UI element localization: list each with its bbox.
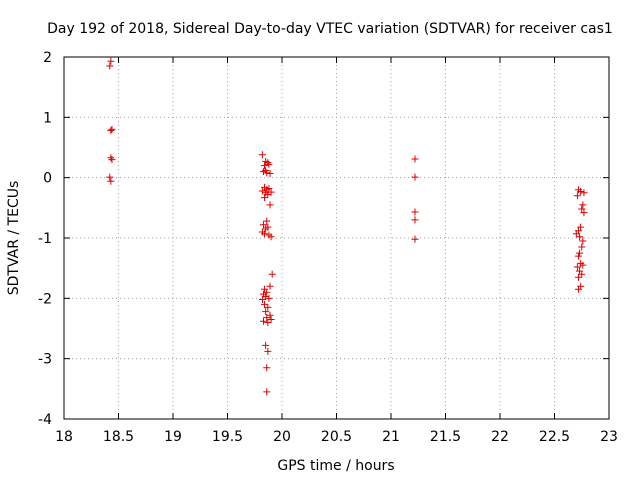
- data-point: [576, 233, 584, 241]
- data-point: [261, 162, 269, 170]
- data-point: [263, 169, 271, 177]
- data-point: [259, 317, 267, 325]
- data-point: [262, 308, 270, 316]
- data-point: [108, 156, 116, 164]
- data-point: [106, 173, 114, 181]
- data-point: [258, 187, 266, 195]
- y-tick-label: -4: [38, 412, 52, 428]
- data-point: [573, 263, 581, 271]
- data-point: [264, 223, 272, 231]
- grid: [64, 57, 609, 419]
- axis-ticks: 18 18.5 19 19.5 20 20.5 21 21.5 22 22.5 23-4-3-2-1…: [38, 50, 618, 445]
- data-point: [574, 285, 582, 293]
- data-point: [572, 230, 580, 238]
- data-point: [574, 252, 582, 260]
- data-point: [577, 223, 585, 231]
- data-point: [264, 347, 272, 355]
- data-point: [573, 192, 581, 200]
- data-point: [108, 125, 116, 133]
- data-point: [265, 185, 273, 193]
- data-point: [578, 270, 586, 278]
- y-tick-label: -3: [38, 352, 52, 368]
- data-point: [411, 216, 419, 224]
- y-tick-label: 0: [43, 171, 52, 187]
- data-point: [579, 261, 587, 269]
- data-point: [265, 160, 273, 168]
- data-point: [262, 293, 270, 301]
- data-point: [266, 282, 274, 290]
- data-point: [266, 169, 274, 177]
- data-points: [106, 57, 588, 396]
- data-point: [574, 273, 582, 281]
- data-point: [263, 217, 271, 225]
- x-tick-label: 20: [273, 429, 291, 445]
- data-point: [261, 194, 269, 202]
- data-point: [264, 303, 272, 311]
- data-point: [264, 159, 272, 167]
- data-point: [411, 235, 419, 243]
- data-point: [411, 155, 419, 163]
- data-point: [263, 288, 271, 296]
- x-tick-label: 19.5: [212, 429, 243, 445]
- data-point: [259, 168, 267, 176]
- data-point: [263, 314, 271, 322]
- x-tick-label: 18.5: [103, 429, 134, 445]
- y-tick-label: -1: [38, 231, 52, 247]
- data-point: [266, 201, 274, 209]
- y-tick-label: 2: [43, 50, 52, 66]
- data-point: [579, 237, 587, 245]
- data-point: [267, 188, 275, 196]
- data-point: [578, 243, 586, 251]
- data-point: [107, 177, 115, 185]
- data-point: [577, 188, 585, 196]
- data-point: [580, 209, 588, 217]
- data-point: [263, 388, 271, 396]
- data-point: [261, 300, 269, 308]
- y-axis-label: SDTVAR / TECUs: [6, 181, 22, 296]
- data-point: [411, 173, 419, 181]
- y-tick-label: -2: [38, 291, 52, 307]
- x-tick-label: 21: [382, 429, 400, 445]
- x-tick-label: 18: [55, 429, 73, 445]
- data-point: [107, 154, 115, 162]
- x-tick-label: 22.5: [539, 429, 570, 445]
- data-point: [263, 364, 271, 372]
- data-point: [267, 315, 275, 323]
- data-point: [264, 318, 272, 326]
- data-point: [580, 189, 588, 197]
- data-point: [268, 270, 276, 278]
- data-point: [267, 233, 275, 241]
- data-point: [578, 205, 586, 213]
- data-point: [107, 57, 115, 65]
- data-point: [258, 151, 266, 159]
- x-tick-label: 20.5: [321, 429, 352, 445]
- x-tick-label: 23: [600, 429, 618, 445]
- data-point: [106, 62, 114, 70]
- data-point: [107, 127, 115, 135]
- data-point: [258, 296, 266, 304]
- x-tick-label: 19: [164, 429, 182, 445]
- data-point: [411, 208, 419, 216]
- chart-title: Day 192 of 2018, Sidereal Day-to-day VTE…: [47, 21, 613, 37]
- x-tick-label: 21.5: [430, 429, 461, 445]
- data-point: [265, 294, 273, 302]
- data-point: [259, 221, 267, 229]
- data-point: [576, 249, 584, 257]
- y-tick-label: 1: [43, 110, 52, 126]
- x-axis-label: GPS time / hours: [277, 458, 394, 474]
- data-point: [579, 201, 587, 209]
- data-point: [261, 230, 269, 238]
- data-point: [262, 341, 270, 349]
- x-tick-label: 22: [491, 429, 509, 445]
